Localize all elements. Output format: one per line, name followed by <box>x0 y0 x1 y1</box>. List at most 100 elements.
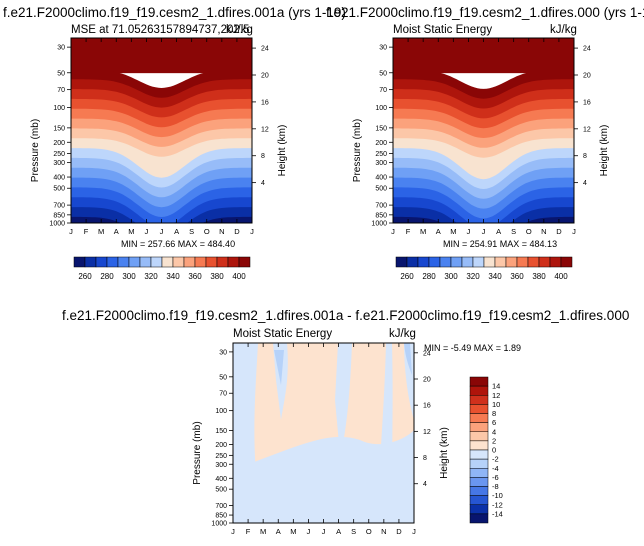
colorbar-swatch <box>560 256 573 268</box>
colorbar-swatch <box>469 395 489 405</box>
y-tick-label: 200 <box>53 140 65 147</box>
colorbar-label: 360 <box>188 272 202 281</box>
colorbar-swatch <box>472 256 485 268</box>
y-right-tick-label: 16 <box>423 403 431 410</box>
panel3-subtitle-right: kJ/kg <box>389 328 416 340</box>
panel2-title: f.e21.F2000climo.f19_f19.cesm2_1.dfires.… <box>326 5 644 20</box>
contour-band <box>274 350 284 385</box>
y-tick-label: 300 <box>215 462 227 469</box>
y-axis-label: Pressure (mb) <box>30 119 41 182</box>
y-tick-label: 500 <box>375 186 387 193</box>
y-tick-label: 1000 <box>49 221 65 228</box>
x-tick-label: J <box>322 527 326 536</box>
colorbar-swatch <box>106 256 119 268</box>
colorbar-1 <box>73 256 251 268</box>
colorbar-label: 280 <box>100 272 114 281</box>
colorbar-swatch <box>505 256 518 268</box>
colorbar-swatch <box>161 256 174 268</box>
colorbar-label: 340 <box>166 272 180 281</box>
colorbar-label: 260 <box>400 272 414 281</box>
y-axis-label: Pressure (mb) <box>192 421 203 484</box>
panel2-plot <box>389 37 578 224</box>
panel2-subtitle-right: kJ/kg <box>550 24 577 36</box>
colorbar-swatch <box>417 256 430 268</box>
colorbar-swatch <box>84 256 97 268</box>
y-right-tick-label: 24 <box>261 46 269 53</box>
y-right-tick-label: 4 <box>261 180 265 187</box>
x-tick-label: S <box>189 227 194 236</box>
colorbar-swatch <box>469 449 489 460</box>
colorbar-label: 380 <box>210 272 224 281</box>
colorbar-swatch <box>469 404 489 414</box>
y-tick-label: 30 <box>219 349 227 356</box>
colorbar-label: 12 <box>492 391 500 400</box>
x-tick-label: J <box>307 527 311 536</box>
colorbar-label: 340 <box>488 272 502 281</box>
colorbar-swatch <box>469 513 489 524</box>
colorbar-swatch <box>150 256 163 268</box>
y-right-tick-label: 20 <box>261 73 269 80</box>
contour-band <box>233 430 414 523</box>
y-tick-label: 30 <box>379 45 387 52</box>
colorbar-swatch <box>395 256 408 268</box>
colorbar-label: -2 <box>492 455 499 464</box>
x-tick-label: F <box>246 527 251 536</box>
panel2-stats: MIN = 254.91 MAX = 484.13 <box>443 239 558 249</box>
y-tick-label: 100 <box>53 105 65 112</box>
panel1-title: f.e21.F2000climo.f19_f19.cesm2_1.dfires.… <box>3 5 346 20</box>
y-right-tick-label: 24 <box>583 46 591 53</box>
y-tick-label: 1000 <box>211 521 227 528</box>
panel3-plot <box>229 342 418 524</box>
y-tick-label: 50 <box>379 70 387 77</box>
colorbar-swatch <box>172 256 185 268</box>
colorbar-swatch <box>128 256 141 268</box>
x-tick-label: M <box>420 227 426 236</box>
colorbar-swatch <box>469 458 489 469</box>
x-tick-label: O <box>366 527 372 536</box>
colorbar-label: 8 <box>492 409 496 418</box>
colorbar-swatch <box>469 477 489 487</box>
colorbar-label: 360 <box>510 272 524 281</box>
colorbar-swatch <box>117 256 130 268</box>
y-right-axis-label: Height (km) <box>439 427 450 479</box>
y-right-tick-label: 4 <box>583 180 587 187</box>
colorbar-swatch <box>538 256 551 268</box>
y-right-tick-label: 8 <box>261 153 265 160</box>
y-tick-label: 100 <box>215 408 227 415</box>
x-tick-label: J <box>250 227 254 236</box>
colorbar-label: 0 <box>492 446 496 455</box>
x-tick-label: J <box>572 227 576 236</box>
y-tick-label: 50 <box>57 70 65 77</box>
contour-band <box>71 38 252 74</box>
panel1-subtitle-left: MSE at 71.05263157894737,202.5 <box>71 24 250 36</box>
colorbar-swatch <box>183 256 196 268</box>
x-tick-label: J <box>231 527 235 536</box>
colorbar-swatch <box>469 486 489 496</box>
colorbar-3 <box>469 376 489 524</box>
panel2-field <box>393 38 574 223</box>
y-right-tick-label: 20 <box>583 73 591 80</box>
y-tick-label: 200 <box>215 442 227 449</box>
colorbar-swatch <box>527 256 540 268</box>
y-tick-label: 70 <box>57 87 65 94</box>
x-tick-label: O <box>204 227 210 236</box>
colorbar-swatch <box>139 256 152 268</box>
x-tick-label: A <box>114 227 119 236</box>
y-tick-label: 1000 <box>371 221 387 228</box>
x-tick-label: J <box>467 227 471 236</box>
y-tick-label: 850 <box>53 212 65 219</box>
x-tick-label: A <box>436 227 441 236</box>
y-tick-label: 250 <box>375 151 387 158</box>
colorbar-swatch <box>469 504 489 515</box>
y-tick-label: 70 <box>379 87 387 94</box>
colorbar-label: 320 <box>466 272 480 281</box>
x-tick-label: A <box>174 227 179 236</box>
y-right-axis-label: Height (km) <box>599 125 610 177</box>
colorbar-swatch <box>469 495 489 505</box>
y-right-tick-label: 8 <box>583 153 587 160</box>
colorbar-label: 300 <box>122 272 136 281</box>
y-tick-label: 150 <box>215 428 227 435</box>
y-tick-label: 300 <box>53 160 65 167</box>
y-axis-label: Pressure (mb) <box>352 119 363 182</box>
colorbar-swatch <box>549 256 562 268</box>
